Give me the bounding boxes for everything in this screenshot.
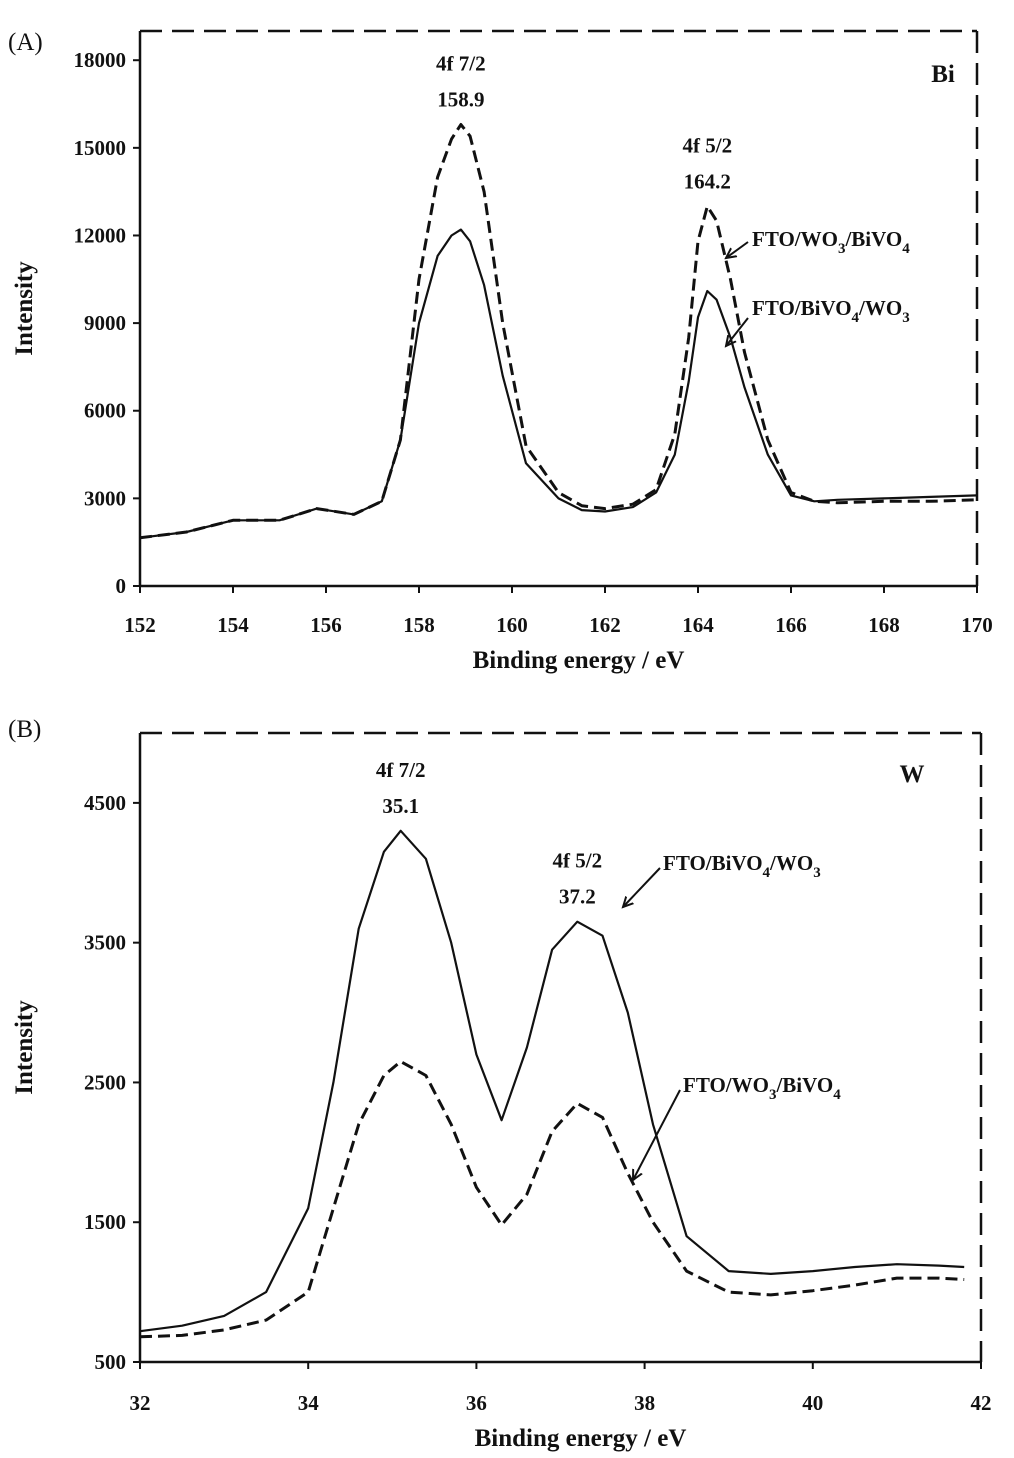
peak-annotation-energy: 35.1 [382, 794, 419, 818]
panel-label: (A) [8, 29, 43, 56]
x-tick-label: 36 [466, 1391, 487, 1415]
label-text: /BiVO [775, 1073, 833, 1097]
label-subscript: 3 [813, 865, 821, 881]
x-axis-title: Binding energy / eV [475, 1425, 687, 1452]
x-tick-label: 164 [682, 613, 714, 637]
peak-annotation-energy: 37.2 [559, 885, 596, 909]
label-subscript: 3 [838, 241, 846, 257]
y-tick-label: 3000 [84, 486, 126, 510]
series-pointer-arrow [623, 867, 661, 907]
label-text: /WO [769, 851, 813, 875]
label-text: FTO/BiVO [663, 851, 763, 875]
series-label: FTO/WO3/BiVO4 [752, 227, 910, 257]
element-label: W [900, 761, 925, 788]
label-text: FTO/WO [752, 227, 838, 251]
series-line-solid [139, 228, 978, 539]
y-tick-label: 12000 [74, 223, 127, 247]
x-tick-label: 38 [634, 1391, 655, 1415]
series-label: FTO/BiVO4/WO3 [752, 296, 910, 326]
label-subscript: 4 [852, 310, 860, 326]
y-tick-label: 6000 [84, 399, 126, 423]
x-tick-label: 170 [961, 613, 993, 637]
y-axis-title: Intensity [11, 261, 38, 356]
y-tick-label: 18000 [74, 48, 127, 72]
peak-annotation-energy: 164.2 [684, 169, 731, 193]
label-subscript: 3 [769, 1087, 777, 1103]
x-tick-label: 154 [217, 613, 249, 637]
x-tick-label: 162 [589, 613, 621, 637]
y-tick-label: 3500 [84, 931, 126, 955]
y-tick-label: 1500 [84, 1210, 126, 1234]
x-tick-label: 32 [130, 1391, 151, 1415]
y-tick-label: 500 [95, 1350, 127, 1374]
series-pointer-arrow [726, 241, 749, 258]
x-tick-label: 166 [775, 613, 807, 637]
y-axis-title: Intensity [11, 1000, 38, 1095]
series-label: FTO/WO3/BiVO4 [683, 1073, 841, 1103]
panel-a: 0 3000 6000 9000 12000 15000 18000 152 154 156 158… [8, 29, 993, 674]
panel-label: (B) [8, 716, 41, 743]
y-tick-label: 9000 [84, 311, 126, 335]
x-tick-label: 152 [124, 613, 156, 637]
series-line-solid [139, 829, 965, 1333]
x-tick-label: 40 [802, 1391, 823, 1415]
series-pointer-arrow [633, 1089, 681, 1180]
x-tick-label: 156 [310, 613, 342, 637]
y-tick-label: 15000 [74, 136, 127, 160]
label-subscript: 3 [902, 310, 910, 326]
series-label: FTO/BiVO4/WO3 [663, 851, 821, 881]
series-pointer-arrow [726, 317, 749, 346]
y-tick-label: 4500 [84, 791, 126, 815]
peak-annotation-orbital: 4f 5/2 [683, 133, 733, 157]
label-subscript: 4 [833, 1087, 841, 1103]
series-line-dashed [139, 1060, 965, 1339]
label-text: FTO/BiVO [752, 296, 852, 320]
x-tick-label: 160 [496, 613, 528, 637]
x-tick-label: 42 [971, 1391, 992, 1415]
x-tick-label: 34 [298, 1391, 320, 1415]
peak-annotation-orbital: 4f 7/2 [436, 51, 486, 75]
peak-annotation-orbital: 4f 7/2 [376, 758, 426, 782]
label-text: FTO/WO [683, 1073, 769, 1097]
series-line-dashed [139, 123, 978, 540]
x-tick-label: 158 [403, 613, 435, 637]
y-tick-label: 2500 [84, 1070, 126, 1094]
x-axis-title: Binding energy / eV [473, 647, 685, 674]
label-text: /BiVO [844, 227, 902, 251]
element-label: Bi [931, 61, 955, 88]
x-tick-label: 168 [868, 613, 900, 637]
y-tick-label: 0 [116, 574, 127, 598]
label-subscript: 4 [763, 865, 771, 881]
peak-annotation-energy: 158.9 [437, 87, 484, 111]
peak-annotation-orbital: 4f 5/2 [553, 849, 603, 873]
label-text: /WO [858, 296, 902, 320]
label-subscript: 4 [902, 241, 910, 257]
